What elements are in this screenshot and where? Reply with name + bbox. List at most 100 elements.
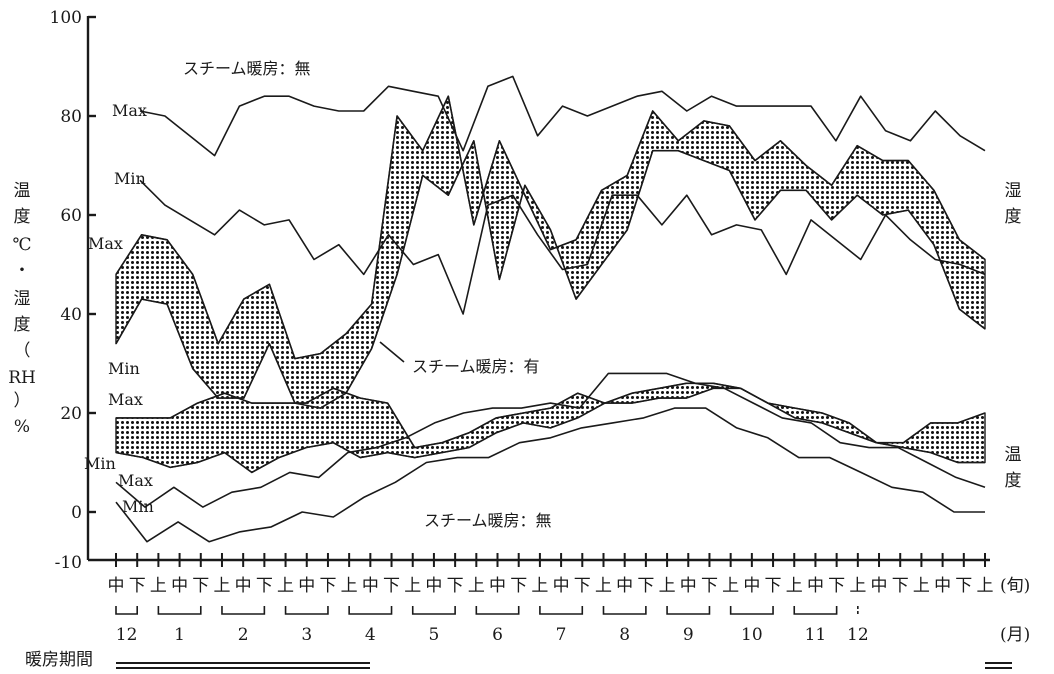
series-line-temperature_steam_off-min bbox=[115, 407, 985, 543]
month-label: 4 bbox=[365, 625, 376, 645]
month-label: 11 bbox=[805, 625, 827, 645]
x-period-label: 中 bbox=[171, 576, 188, 596]
y-axis-label-char: ・ bbox=[14, 261, 31, 281]
month-bracket bbox=[666, 606, 711, 615]
x-period-label: 中 bbox=[553, 576, 570, 596]
y-tick-label: 100 bbox=[50, 8, 82, 28]
x-period-label: 中 bbox=[616, 576, 633, 596]
month-label: 10 bbox=[741, 625, 763, 645]
x-period-label: 上 bbox=[404, 576, 421, 596]
x-period-label: 上 bbox=[849, 576, 866, 596]
x-period-label: 中 bbox=[934, 576, 951, 596]
month-bracket bbox=[411, 606, 456, 615]
x-period-label: 上 bbox=[786, 576, 803, 596]
series-lines bbox=[115, 75, 986, 543]
series-line-temperature_steam_on-max bbox=[116, 382, 986, 449]
y-axis-label-char: 度 bbox=[14, 315, 31, 335]
series-line-humidity_steam_off-min bbox=[139, 179, 986, 315]
series-line-temperature_steam_off-max bbox=[115, 372, 986, 508]
x-period-label: 上 bbox=[531, 576, 548, 596]
month-label: 5 bbox=[429, 625, 440, 645]
x-period-label: 中 bbox=[362, 576, 379, 596]
series-label-temp-off-max: Max bbox=[118, 471, 153, 490]
month-bracket bbox=[221, 606, 266, 615]
month-label: 7 bbox=[556, 625, 567, 645]
series-label-humidity-off-min: Min bbox=[114, 169, 146, 188]
x-period-label: 下 bbox=[765, 576, 782, 596]
x-period-label: 上 bbox=[659, 576, 676, 596]
shaded-bands bbox=[115, 95, 986, 474]
x-period-label: 下 bbox=[256, 576, 273, 596]
annotation-leader-line bbox=[379, 341, 405, 363]
x-period-labels: 中下上中下上中下上中下上中下上中下上中下上中下上中下上中下上中下上中下上中下上中… bbox=[108, 553, 994, 596]
month-bracket bbox=[115, 606, 138, 615]
annotation-steam-on: スチーム暖房：有 bbox=[412, 357, 540, 376]
y-axis-label-char: ） bbox=[14, 391, 31, 411]
right-label-temperature-char: 温 bbox=[1005, 445, 1022, 465]
month-label: 9 bbox=[683, 625, 694, 645]
x-period-label: 中 bbox=[489, 576, 506, 596]
x-period-label: 中 bbox=[680, 576, 697, 596]
x-period-label: 下 bbox=[955, 576, 972, 596]
x-period-label: 下 bbox=[574, 576, 591, 596]
x-period-label: 中 bbox=[743, 576, 760, 596]
annotation-steam-off-bottom: スチーム暖房：無 bbox=[424, 511, 552, 530]
month-label: 2 bbox=[238, 625, 249, 645]
x-period-label: 上 bbox=[277, 576, 294, 596]
right-label-humidity-char: 湿 bbox=[1005, 181, 1022, 201]
month-bracket bbox=[157, 606, 202, 615]
month-label: 6 bbox=[492, 625, 503, 645]
x-period-label: 上 bbox=[213, 576, 230, 596]
month-bracket bbox=[475, 606, 520, 615]
y-tick-label: 80 bbox=[60, 107, 82, 127]
y-tick-label: 40 bbox=[60, 305, 82, 325]
x-period-label: 下 bbox=[129, 576, 146, 596]
month-bracket bbox=[539, 606, 584, 615]
month-bracket bbox=[602, 606, 647, 615]
y-tick-label: 20 bbox=[60, 404, 82, 424]
x-period-label: 下 bbox=[319, 576, 336, 596]
x-period-label: 下 bbox=[637, 576, 654, 596]
y-axis-label-char: ℃ bbox=[12, 235, 31, 255]
series-label-humidity-on-max: Max bbox=[88, 234, 123, 253]
x-period-label: 下 bbox=[510, 576, 527, 596]
month-label: 12 bbox=[847, 625, 869, 645]
y-axis-label-char: % bbox=[14, 417, 30, 437]
month-bracket bbox=[793, 606, 838, 615]
heating-period-label: 暖房期間 bbox=[25, 650, 93, 670]
x-period-label: 下 bbox=[192, 576, 209, 596]
y-axis-label-char: RH bbox=[8, 368, 36, 388]
x-period-label: 上 bbox=[722, 576, 739, 596]
x-period-label: 中 bbox=[108, 576, 125, 596]
x-period-label: 下 bbox=[892, 576, 909, 596]
y-tick-label: 60 bbox=[60, 206, 82, 226]
series-label-humidity-off-max: Max bbox=[112, 101, 147, 120]
x-period-label: 中 bbox=[425, 576, 442, 596]
series-label-humidity-on-min: Min bbox=[108, 359, 140, 378]
series-label-temp-on-min: Min bbox=[84, 454, 116, 473]
x-period-label: 中 bbox=[235, 576, 252, 596]
y-axis-label-char: 度 bbox=[14, 207, 31, 227]
x-period-label: 下 bbox=[701, 576, 718, 596]
series-label-temp-on-max: Max bbox=[108, 390, 143, 409]
month-label: 3 bbox=[301, 625, 312, 645]
x-period-label: 上 bbox=[913, 576, 930, 596]
month-bracket bbox=[284, 606, 329, 615]
x-period-label: 下 bbox=[383, 576, 400, 596]
x-period-label: 中 bbox=[807, 576, 824, 596]
x-period-label: 中 bbox=[871, 576, 888, 596]
series-label-temp-off-min: Min bbox=[122, 497, 154, 516]
series-line-humidity_steam_on-max bbox=[115, 95, 986, 360]
x-period-label: 上 bbox=[150, 576, 167, 596]
month-label: 8 bbox=[619, 625, 630, 645]
y-tick-label: -10 bbox=[55, 553, 82, 573]
y-tick-label: 0 bbox=[71, 503, 82, 523]
x-period-label: 下 bbox=[447, 576, 464, 596]
x-period-label: 上 bbox=[977, 576, 994, 596]
x-period-label: 中 bbox=[298, 576, 315, 596]
x-period-label: 上 bbox=[468, 576, 485, 596]
x-period-label: 上 bbox=[595, 576, 612, 596]
month-label: 12 bbox=[116, 625, 138, 645]
y-axis-label-char: （ bbox=[14, 341, 31, 361]
